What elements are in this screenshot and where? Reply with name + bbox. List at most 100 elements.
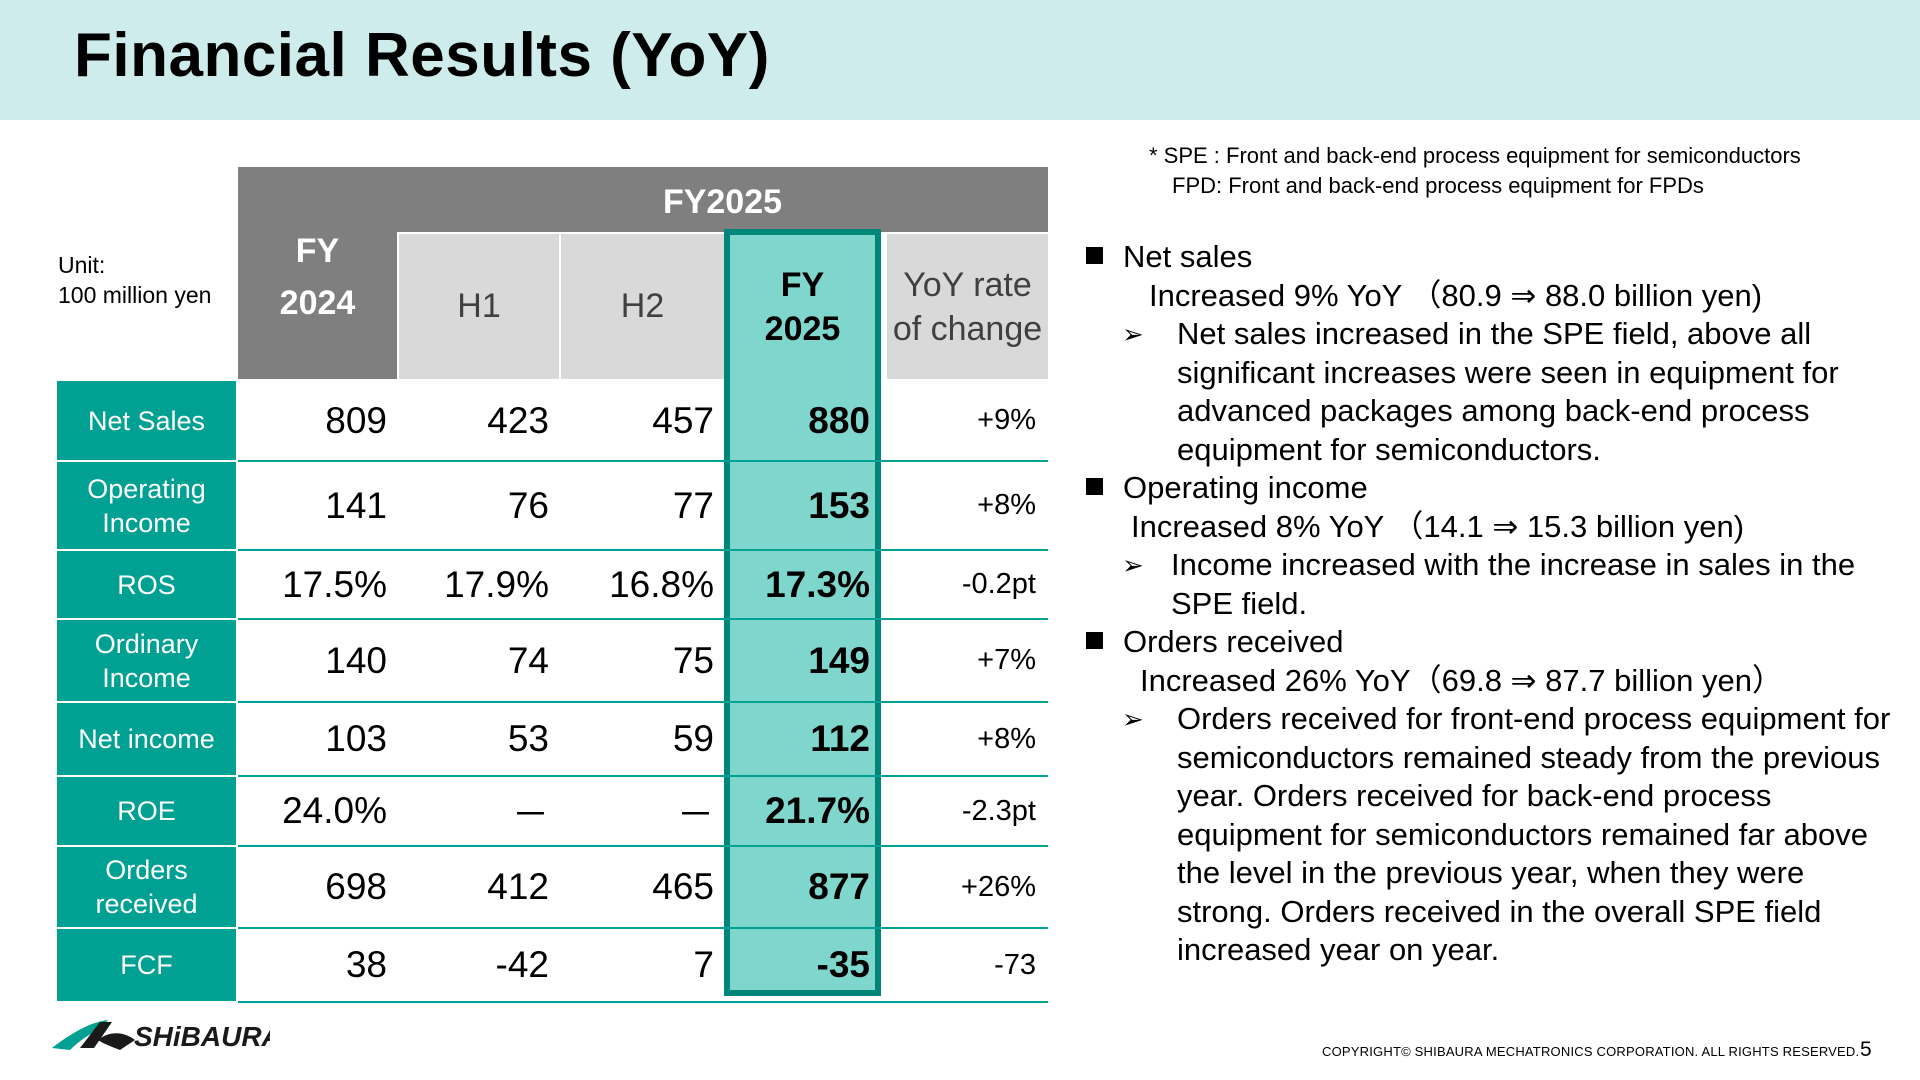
fy2025-highlight-column bbox=[724, 229, 881, 996]
table-cell-h2: 16.8% bbox=[609, 563, 714, 605]
table-cell-h1: 423 bbox=[487, 399, 549, 441]
copyright: COPYRIGHT© SHIBAURA MECHATRONICS CORPORA… bbox=[1322, 1044, 1860, 1059]
note-op-sub: Increased 8% YoY （14.1 ⇒ 15.3 billion ye… bbox=[1131, 508, 1745, 544]
table-cell-h2: 59 bbox=[672, 718, 714, 759]
header-h2: H2 bbox=[561, 234, 724, 379]
table-cell-fy2025: 112 bbox=[810, 718, 870, 759]
row-label: Net Sales bbox=[57, 381, 236, 460]
note-orders-heading: Orders received bbox=[1086, 623, 1906, 662]
unit-label: Unit: 100 million yen bbox=[58, 250, 211, 310]
header-fy2025: FY2025 bbox=[397, 167, 1048, 232]
header-fy2024-line1: FY bbox=[295, 232, 340, 270]
header-fy2025-col: FY 2025 bbox=[730, 234, 875, 379]
unit-label-line2: 100 million yen bbox=[58, 282, 212, 308]
table-cell-h2: 457 bbox=[652, 399, 714, 441]
table-cell-h1: -42 bbox=[495, 944, 549, 985]
table-cell-h1: 53 bbox=[507, 718, 549, 759]
note-orders-title: Orders received bbox=[1123, 624, 1344, 659]
header-fy2024: FY 2024 bbox=[238, 167, 397, 379]
table-cell-fy2025: 149 bbox=[808, 639, 870, 681]
table-cell-yoy: -2.3pt bbox=[961, 794, 1036, 827]
page-number: 5 bbox=[1860, 1038, 1872, 1061]
table-cell-fy2024: 141 bbox=[325, 484, 387, 526]
table-cell-fy2024: 17.5% bbox=[282, 563, 387, 605]
table-cell-h2: － bbox=[677, 794, 714, 835]
row-divider bbox=[238, 701, 1048, 703]
row-divider bbox=[238, 460, 1048, 462]
table-cell-h1: 76 bbox=[507, 484, 549, 526]
table-cell-fy2024: 809 bbox=[325, 399, 387, 441]
table-cell-h2: 465 bbox=[652, 866, 714, 907]
table-cell-fy2025: 17.3% bbox=[765, 563, 870, 605]
header-yoy-line2: of change bbox=[892, 309, 1043, 348]
table-cell-yoy: -0.2pt bbox=[961, 568, 1036, 600]
note-orders-sub: Increased 26% YoY（69.8 ⇒ 87.7 billion ye… bbox=[1140, 662, 1783, 698]
table-cell-fy2025: 21.7% bbox=[765, 790, 870, 831]
header-yoy: YoY rate of change bbox=[887, 234, 1048, 379]
table-cell-h2: 7 bbox=[693, 944, 714, 985]
table-cell-yoy: +26% bbox=[961, 870, 1036, 903]
note-op-detail: ➢ Income increased with the increase in s… bbox=[1086, 546, 1906, 623]
note-op-detail-text: Income increased with the increase in sa… bbox=[1171, 547, 1856, 621]
table-cell-fy2024: 698 bbox=[325, 866, 387, 907]
table-cell-fy2025: -35 bbox=[816, 944, 870, 985]
row-label: FCF bbox=[57, 929, 236, 1001]
row-label: Net income bbox=[57, 703, 236, 775]
unit-label-line1: Unit: bbox=[58, 252, 106, 278]
arrow-bullet-icon: ➢ bbox=[1122, 550, 1144, 580]
row-label: ROS bbox=[57, 551, 236, 618]
header-h1: H1 bbox=[399, 234, 559, 379]
table-cell-yoy: +8% bbox=[977, 722, 1036, 755]
table-cell-fy2024: 38 bbox=[345, 944, 387, 985]
arrow-bullet-icon: ➢ bbox=[1122, 704, 1144, 734]
row-label: Ordinary Income bbox=[57, 620, 236, 701]
header-fy2024-line2: 2024 bbox=[279, 284, 356, 322]
row-divider bbox=[238, 845, 1048, 847]
table-cell-h1: 412 bbox=[487, 866, 549, 907]
square-bullet-icon bbox=[1086, 478, 1103, 495]
note-net-sales-detail: ➢ Net sales increased in the SPE field, a… bbox=[1086, 315, 1906, 469]
note-net-sales-heading: Net sales bbox=[1086, 238, 1906, 277]
title-bar: Financial Results (YoY) bbox=[0, 0, 1920, 120]
row-divider bbox=[238, 1001, 1048, 1003]
footnote: * SPE : Front and back-end process equip… bbox=[1149, 141, 1801, 201]
row-divider bbox=[238, 618, 1048, 620]
note-orders-detail: ➢ Orders received for front-end process e… bbox=[1086, 700, 1906, 970]
row-divider bbox=[238, 549, 1048, 551]
table-cell-h1: － bbox=[512, 794, 549, 835]
table-cell-fy2024: 140 bbox=[325, 639, 387, 681]
note-net-sales-detail-text: Net sales increased in the SPE field, ab… bbox=[1177, 316, 1839, 467]
table-cell-h2: 77 bbox=[672, 484, 714, 526]
logo-text: SHiBAURA bbox=[134, 1021, 270, 1052]
footnote-line1: * SPE : Front and back-end process equip… bbox=[1149, 143, 1801, 168]
note-net-sales-sub: Increased 9% YoY （80.9 ⇒ 88.0 billion ye… bbox=[1149, 277, 1763, 313]
arrow-bullet-icon: ➢ bbox=[1122, 319, 1144, 349]
table-cell-yoy: +7% bbox=[977, 644, 1036, 676]
note-orders-detail-text: Orders received for front-end process eq… bbox=[1177, 701, 1891, 967]
table-cell-h2: 75 bbox=[672, 639, 714, 681]
square-bullet-icon bbox=[1086, 632, 1103, 649]
header-fy2025-col-line2: 2025 bbox=[764, 309, 841, 348]
row-label: Orders received bbox=[57, 847, 236, 927]
row-divider bbox=[238, 927, 1048, 929]
header-yoy-line1: YoY rate bbox=[903, 265, 1032, 304]
square-bullet-icon bbox=[1086, 247, 1103, 264]
row-divider bbox=[238, 775, 1048, 777]
table-cell-h1: 17.9% bbox=[444, 563, 549, 605]
row-label: Operating Income bbox=[57, 462, 236, 549]
note-op-title: Operating income bbox=[1123, 470, 1368, 505]
note-op-heading: Operating income bbox=[1086, 469, 1906, 508]
page-title: Financial Results (YoY) bbox=[74, 21, 770, 90]
table-cell-fy2025: 877 bbox=[808, 866, 870, 907]
header-fy2025-col-line1: FY bbox=[780, 265, 825, 304]
footnote-line2: FPD: Front and back-end process equipmen… bbox=[1172, 173, 1704, 198]
notes-panel: Net sales Increased 9% YoY （80.9 ⇒ 88.0 … bbox=[1086, 238, 1906, 970]
table-cell-yoy: +8% bbox=[977, 489, 1036, 521]
table-cell-fy2024: 24.0% bbox=[282, 790, 387, 831]
note-net-sales-title: Net sales bbox=[1123, 239, 1253, 274]
table-cell-h1: 74 bbox=[507, 639, 549, 681]
table-cell-fy2024: 103 bbox=[325, 718, 387, 759]
shibaura-logo: SHiBAURA bbox=[52, 1020, 270, 1052]
table-cell-yoy: -73 bbox=[994, 948, 1036, 981]
table-cell-yoy: +9% bbox=[977, 404, 1036, 436]
